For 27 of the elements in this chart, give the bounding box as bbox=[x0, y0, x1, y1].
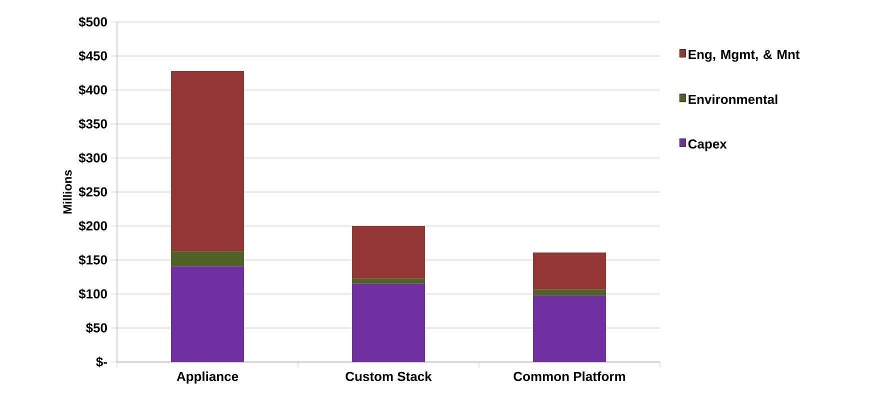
y-tick-label: $250 bbox=[78, 186, 107, 198]
y-tick-label: $300 bbox=[78, 152, 107, 164]
bar bbox=[352, 278, 426, 284]
y-tick-label: $150 bbox=[78, 254, 107, 266]
x-tick-label: Appliance bbox=[176, 372, 238, 384]
legend-label: Capex bbox=[688, 139, 727, 152]
y-axis-title: Millions bbox=[62, 170, 72, 214]
x-tick-label: Common Platform bbox=[514, 372, 626, 382]
y-tick-label: $350 bbox=[78, 118, 107, 130]
y-tick-label: $400 bbox=[78, 84, 107, 96]
y-tick-label: $200 bbox=[78, 220, 107, 232]
bar bbox=[352, 284, 426, 362]
bar bbox=[533, 295, 606, 362]
legend-label: Eng, Mgmt, & Mnt bbox=[688, 50, 800, 62]
bar bbox=[533, 289, 606, 296]
y-tick-label: $- bbox=[96, 356, 107, 368]
y-tick-label: $500 bbox=[78, 16, 107, 28]
y-tick-label: $450 bbox=[78, 50, 107, 62]
bar bbox=[533, 252, 606, 290]
bar bbox=[171, 251, 244, 266]
x-tick-label: Custom Stack bbox=[346, 372, 432, 382]
legend-label: Environmental bbox=[688, 94, 778, 104]
bar bbox=[171, 70, 244, 252]
bar bbox=[171, 266, 244, 362]
y-tick-label: $50 bbox=[86, 322, 107, 334]
y-tick-label: $100 bbox=[78, 288, 107, 300]
bar bbox=[352, 226, 426, 278]
